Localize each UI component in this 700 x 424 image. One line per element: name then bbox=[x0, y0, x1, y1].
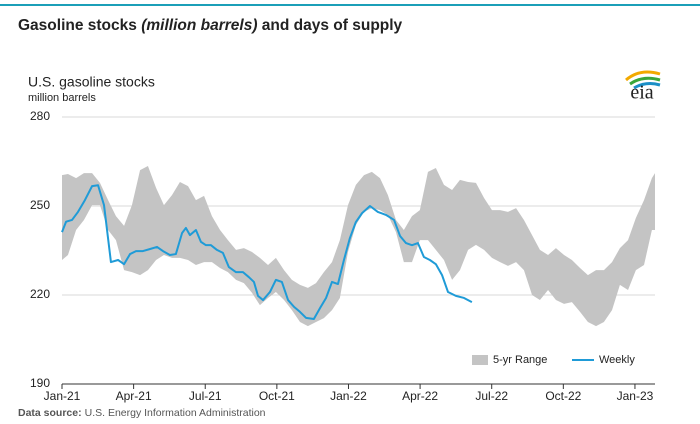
x-tick-label: Jan-23 bbox=[617, 389, 654, 403]
top-rule bbox=[0, 4, 700, 6]
logo: eia bbox=[625, 70, 661, 104]
x-tick-label: Jan-22 bbox=[330, 389, 367, 403]
logo-arc bbox=[633, 82, 661, 90]
y-tick-label: 220 bbox=[30, 287, 50, 301]
y-tick-label: 280 bbox=[30, 109, 50, 123]
x-tick-label: Apr-22 bbox=[402, 389, 438, 403]
title-part: and days of supply bbox=[257, 17, 402, 34]
title-part: (million barrels) bbox=[141, 17, 257, 34]
x-tick-label: Apr-21 bbox=[116, 389, 152, 403]
logo-text: eia bbox=[630, 82, 653, 104]
legend-label: 5-yr Range bbox=[493, 354, 547, 366]
range-band bbox=[62, 165, 655, 327]
title-part: Gasoline stocks bbox=[18, 17, 141, 34]
chart-subtitle: U.S. gasoline stocks bbox=[28, 74, 155, 90]
x-tick-label: Jul-22 bbox=[475, 389, 508, 403]
logo-arc bbox=[629, 76, 661, 86]
source-label: Data source: bbox=[18, 407, 82, 419]
weekly-line bbox=[61, 184, 473, 321]
legend-label: Weekly bbox=[599, 354, 635, 366]
x-tick-label: Oct-21 bbox=[259, 389, 295, 403]
y-tick-label: 250 bbox=[30, 198, 50, 212]
x-tick-label: Jan-21 bbox=[44, 389, 81, 403]
y-axis-label: million barrels bbox=[28, 92, 96, 104]
chart-title: Gasoline stocks (million barrels) and da… bbox=[18, 17, 403, 34]
logo-arc bbox=[625, 70, 661, 82]
x-tick-label: Jul-21 bbox=[189, 389, 222, 403]
x-tick-label: Oct-22 bbox=[545, 389, 581, 403]
source: Data source: U.S. Energy Information Admi… bbox=[18, 407, 266, 419]
y-tick-label: 190 bbox=[30, 376, 50, 390]
legend: 5-yr Range Weekly bbox=[472, 354, 635, 366]
legend-swatch bbox=[472, 355, 488, 365]
source-text: U.S. Energy Information Administration bbox=[85, 407, 266, 419]
